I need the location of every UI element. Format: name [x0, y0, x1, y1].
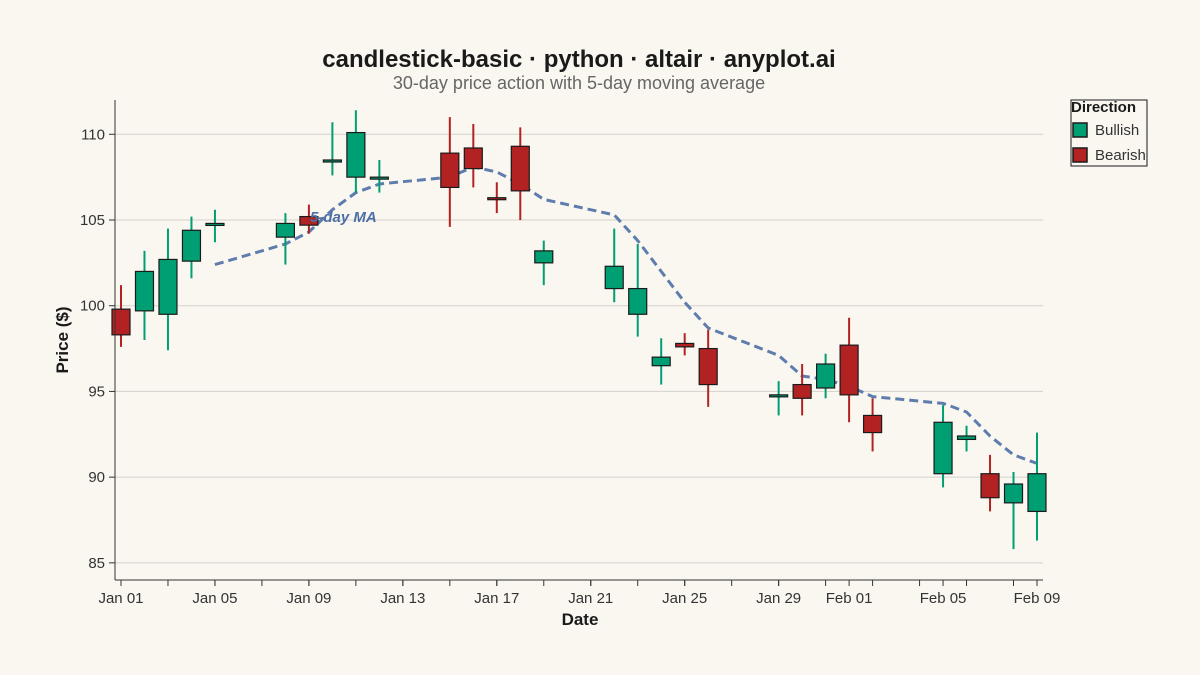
legend-label-bearish: Bearish: [1095, 147, 1146, 164]
candle-body: [510, 145, 530, 192]
candle: [510, 127, 530, 220]
chart-title: candlestick-basic · python · altair · an…: [322, 46, 835, 73]
legend-label-bullish: Bullish: [1095, 122, 1139, 139]
candle: [839, 317, 859, 423]
ma-annotation: 5-day MA: [310, 209, 377, 226]
x-tick-label: Feb 01: [826, 590, 873, 607]
x-tick-label: Jan 29: [756, 590, 801, 607]
candle-body: [980, 473, 1000, 499]
x-axis-title: Date: [562, 610, 599, 629]
candle-body: [839, 344, 859, 396]
legend-frame: [1070, 99, 1148, 167]
candle: [604, 228, 624, 303]
candle-body: [158, 258, 178, 315]
candle: [980, 454, 1000, 512]
candle-body: [651, 356, 671, 367]
candle-body: [487, 197, 507, 201]
y-tick-label: 90: [88, 469, 105, 486]
x-tick-label: Feb 09: [1014, 590, 1061, 607]
candle: [299, 204, 319, 234]
legend-swatch-bullish: [1072, 122, 1088, 138]
candle-body: [534, 250, 554, 264]
candle: [769, 381, 789, 416]
candle: [933, 405, 953, 488]
candle-body: [111, 308, 131, 336]
x-tick-label: Jan 01: [98, 590, 143, 607]
candle-body: [275, 222, 296, 238]
chart-subtitle: 30-day price action with 5-day moving av…: [393, 73, 765, 93]
y-gridlines: [115, 133, 1043, 564]
legend-title: Direction: [1071, 99, 1136, 116]
candle: [698, 329, 718, 407]
legend: Direction Bullish Bearish: [1070, 99, 1148, 167]
candle-body: [792, 383, 812, 399]
y-axis-title: Price ($): [53, 306, 72, 373]
candle-body: [816, 363, 836, 389]
candle-body: [346, 131, 366, 178]
moving-average-layer: [214, 165, 1038, 465]
legend-swatch-bearish: [1072, 147, 1088, 163]
candle-body: [322, 159, 342, 163]
candle-body: [1027, 473, 1047, 513]
y-tick-label: 100: [80, 298, 105, 315]
candle-body: [604, 265, 624, 290]
candle-body: [933, 421, 953, 475]
candle-body: [299, 215, 319, 226]
candle-body: [440, 152, 460, 189]
candle-body: [698, 347, 718, 386]
candle: [463, 124, 483, 188]
candle: [675, 333, 695, 356]
axes: 85 90 95 100 105 110 Jan 01 Jan 05 Jan 09 Jan 13 J…: [80, 100, 1060, 607]
candle-body: [205, 222, 225, 227]
candle: [1027, 432, 1047, 541]
x-tick-label: Jan 13: [380, 590, 425, 607]
y-tick-label: 95: [88, 383, 105, 400]
candle: [1003, 472, 1024, 550]
candle: [628, 244, 648, 337]
x-tick-label: Jan 17: [474, 590, 519, 607]
candle: [862, 398, 883, 452]
candle-body: [956, 435, 977, 441]
y-tick-label: 105: [80, 212, 105, 229]
candle: [322, 122, 342, 176]
candle: [369, 160, 389, 193]
candle: [134, 250, 155, 340]
candle-body: [1003, 483, 1024, 504]
candle: [487, 182, 507, 214]
x-tick-label: Jan 25: [662, 590, 707, 607]
candle-body: [181, 229, 202, 262]
candle-body: [134, 270, 155, 312]
candle: [181, 216, 202, 279]
candle: [651, 338, 671, 385]
candle: [275, 213, 296, 265]
candle-body: [369, 176, 389, 180]
candle-body: [463, 147, 483, 170]
x-tick-label: Jan 21: [568, 590, 613, 607]
candle: [956, 425, 977, 452]
candle-body: [675, 342, 695, 348]
y-tick-label: 110: [81, 126, 105, 143]
candle: [158, 228, 178, 351]
moving-average-line: [214, 165, 1038, 465]
candle: [534, 240, 554, 286]
candle-body: [628, 287, 648, 315]
candle: [205, 209, 225, 243]
candle: [816, 353, 836, 399]
candle-body: [769, 394, 789, 398]
x-tick-label: Jan 05: [192, 590, 237, 607]
candle: [111, 285, 131, 347]
candle: [792, 364, 812, 416]
y-tick-label: 85: [88, 555, 105, 572]
x-tick-label: Feb 05: [920, 590, 967, 607]
candle-body: [862, 414, 883, 434]
x-tick-label: Jan 09: [286, 590, 331, 607]
candle: [440, 117, 460, 227]
candle: [346, 110, 366, 193]
candles-layer: [111, 110, 1047, 550]
